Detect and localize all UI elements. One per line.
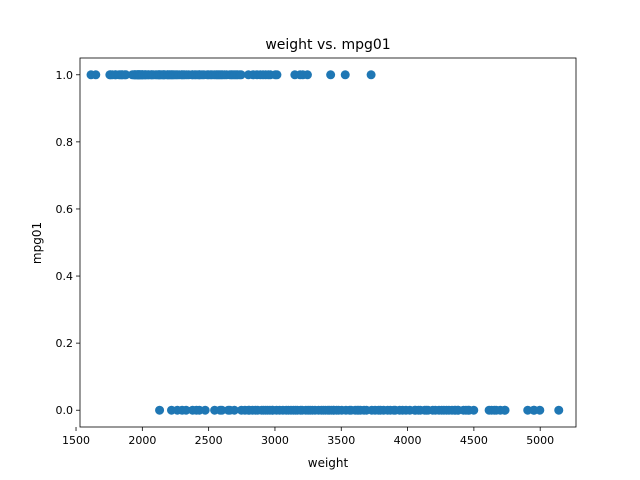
- y-tick-label: 0.6: [56, 203, 74, 216]
- x-tick-label: 3500: [327, 434, 355, 447]
- x-tick-label: 4500: [460, 434, 488, 447]
- data-point: [229, 405, 239, 415]
- y-axis-label: mpg01: [30, 222, 44, 264]
- x-tick-label: 5000: [526, 434, 554, 447]
- y-axis-ticks: 0.0 0.2 0.4 0.6 0.8 1.0: [56, 69, 80, 417]
- y-tick-label: 0.0: [56, 404, 74, 417]
- data-point: [272, 70, 282, 80]
- x-axis-ticks: 1500 2000 2500 3000 3500 4000 4500 5000: [62, 427, 554, 447]
- x-tick-label: 1500: [62, 434, 90, 447]
- data-point: [155, 405, 165, 415]
- y-tick-label: 1.0: [56, 69, 74, 82]
- x-tick-label: 4000: [394, 434, 422, 447]
- data-point: [302, 70, 312, 80]
- data-point: [200, 405, 210, 415]
- y-tick-label: 0.2: [56, 337, 74, 350]
- x-tick-label: 2500: [195, 434, 223, 447]
- x-tick-label: 3000: [261, 434, 289, 447]
- data-point: [366, 70, 376, 80]
- chart-title: weight vs. mpg01: [265, 37, 390, 53]
- data-point: [326, 70, 336, 80]
- data-point: [91, 70, 101, 80]
- x-axis-label: weight: [308, 456, 349, 470]
- data-point: [535, 405, 545, 415]
- data-point: [340, 70, 350, 80]
- data-point: [554, 405, 564, 415]
- data-point: [217, 405, 227, 415]
- data-point: [500, 405, 510, 415]
- data-points: [86, 70, 564, 415]
- y-tick-label: 0.8: [56, 136, 74, 149]
- data-point: [236, 70, 246, 80]
- data-point: [469, 405, 479, 415]
- x-tick-label: 2000: [128, 434, 156, 447]
- plot-frame: [79, 57, 577, 428]
- data-point: [181, 405, 191, 415]
- data-point: [121, 70, 131, 80]
- y-tick-label: 0.4: [56, 270, 74, 283]
